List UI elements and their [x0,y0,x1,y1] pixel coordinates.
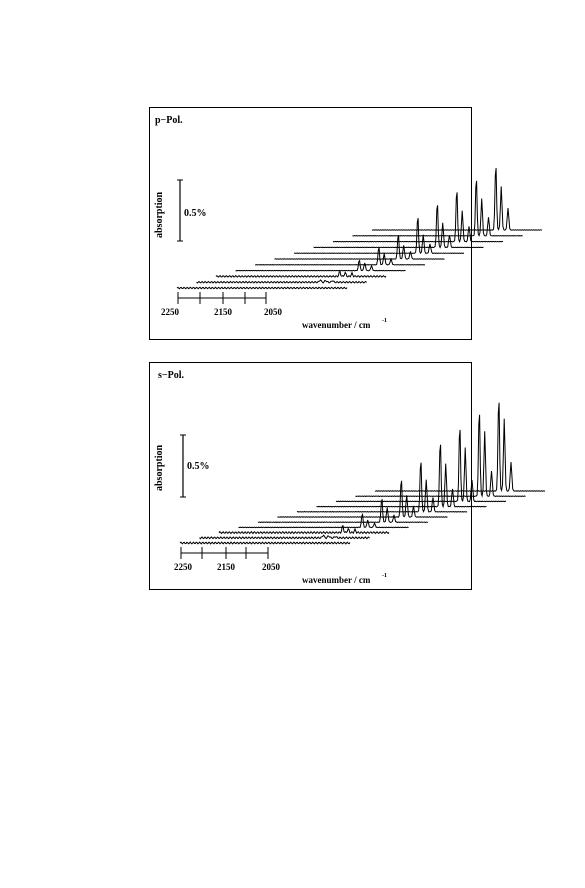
x-tick-label: 2250 [174,562,193,572]
scale-bar-label: 0.5% [187,461,210,472]
spectrum-trace [254,247,426,266]
spectrum-trace [235,259,406,272]
spectrum-trace [179,541,351,545]
spectrum-trace [316,444,487,509]
x-tick-label: 2250 [161,307,180,317]
chart-panel-s-pol: s−Pol. 0.5% absorption wavenumber / cm -… [149,362,546,590]
x-tick-label: 2050 [264,307,283,317]
x-tick-label: 2150 [214,307,233,317]
y-axis-label: absorption [154,444,165,491]
spectrum-trace [218,525,390,535]
spectrum-trace [199,534,370,540]
chart-svg-p-pol: p−Pol. 0.5% absorption wavenumber / cm -… [154,115,543,330]
spectrum-trace [374,402,546,493]
spectrum-trace [296,462,468,513]
spectrum-trace [352,180,523,237]
spectrum-trace [238,512,409,529]
chart-title: s−Pol. [158,370,184,381]
spectrum-trace [332,192,504,244]
x-tick-label: 2150 [217,562,236,572]
spectrum-trace [176,286,348,290]
chart-svg-s-pol: s−Pol. 0.5% absorption wavenumber / cm -… [154,370,546,585]
spectrum-trace [335,429,507,503]
spectrum-trace [196,279,367,284]
x-axis-label-superscript: -1 [382,318,387,324]
scale-bar-label: 0.5% [184,208,207,219]
x-axis-label: wavenumber / cm [302,575,371,585]
x-axis-label-superscript: -1 [382,573,387,579]
x-tick-label: 2050 [262,562,281,572]
spectrum-trace [372,168,543,231]
spectrum-trace [274,234,445,260]
spectrum-trace [355,414,526,498]
chart-title: p−Pol. [155,115,183,126]
x-axis-label: wavenumber / cm [302,320,371,330]
y-axis-label: absorption [154,191,165,238]
spectrum-trace [313,205,484,249]
chart-panel-p-pol: p−Pol. 0.5% absorption wavenumber / cm -… [149,107,543,340]
spectrum-trace [215,271,387,278]
spectrum-trace [257,499,429,524]
